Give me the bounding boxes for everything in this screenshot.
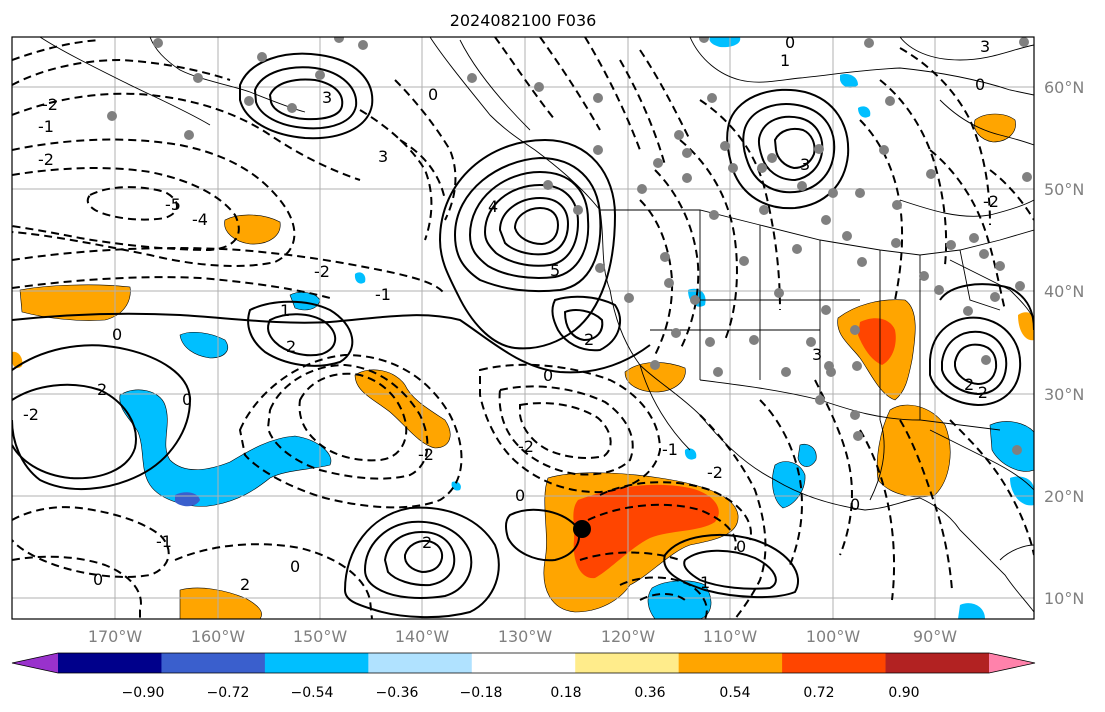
cb-tick-label: −0.90 [122,685,165,701]
colorbar-segment [58,653,162,673]
colorbar-outline [11,652,1036,674]
svg-text:4: 4 [488,197,498,216]
svg-text:3: 3 [812,345,822,364]
colorbar-extend-max [989,653,1035,673]
lon-label-140: 140°W [395,627,450,646]
cb-tick-label: −0.72 [207,685,250,701]
colorbar-segment [471,653,576,673]
svg-text:2: 2 [964,375,974,394]
longitude-labels: 170°W 160°W 150°W 140°W 130°W 120°W 110°… [88,627,957,646]
lon-label-150: 150°W [293,627,348,646]
svg-text:-2: -2 [518,437,534,456]
map-frame [11,36,1035,620]
lat-label-40: 40°N [1044,282,1084,301]
svg-text:-5: -5 [165,195,181,214]
svg-text:3: 3 [322,88,332,107]
colorbar [11,652,1036,674]
storm-marker [573,520,591,538]
svg-text:-1: -1 [662,440,678,459]
colorbar-segment [264,653,369,673]
svg-text:0: 0 [182,390,192,409]
svg-text:0: 0 [93,570,103,589]
svg-text:-1: -1 [375,285,391,304]
svg-text:0: 0 [975,75,985,94]
svg-text:0: 0 [785,33,795,52]
lon-label-120: 120°W [601,627,656,646]
lon-label-90: 90°W [913,627,957,646]
cb-tick-label: −0.18 [460,685,503,701]
svg-text:-2: -2 [983,192,999,211]
colorbar-segment [368,653,473,673]
coastlines [39,37,1034,613]
svg-text:-2: -2 [23,405,39,424]
colorbar-extend-min [12,653,58,673]
svg-text:5: 5 [550,261,560,280]
cb-tick-label: 0.72 [803,685,834,701]
cb-tick-label: 0.18 [550,685,581,701]
contour-labels: 0 2 -2 0 2 1 -5 -4 -2 -1 -2 -1 -2 3 3 5 … [23,33,999,594]
svg-text:2: 2 [240,575,250,594]
lon-label-160: 160°W [191,627,246,646]
svg-text:0: 0 [736,537,746,556]
svg-text:3: 3 [378,147,388,166]
svg-text:0: 0 [112,325,122,344]
svg-text:0: 0 [428,85,438,104]
colorbar-segment [782,653,887,673]
lat-label-30: 30°N [1044,385,1084,404]
colorbar-segment [575,653,680,673]
lat-label-20: 20°N [1044,487,1084,506]
colorbar-segment [161,653,266,673]
lat-label-50: 50°N [1044,180,1084,199]
lon-label-100: 100°W [806,627,861,646]
svg-text:1: 1 [700,573,710,592]
svg-text:3: 3 [800,155,810,174]
svg-text:2: 2 [422,533,432,552]
colorbar-segment [885,653,990,673]
svg-text:-2: -2 [314,262,330,281]
lon-label-110: 110°W [703,627,758,646]
lat-label-60: 60°N [1044,78,1084,97]
lat-label-10: 10°N [1044,589,1084,608]
station-dots [107,37,1032,455]
svg-text:-2: -2 [42,95,58,114]
cb-tick-label: −0.54 [291,685,334,701]
cb-tick-label: −0.36 [376,685,419,701]
map-panel: 0 2 -2 0 2 1 -5 -4 -2 -1 -2 -1 -2 3 3 5 … [11,33,1035,620]
svg-text:0: 0 [543,366,553,385]
svg-text:2: 2 [584,330,594,349]
svg-text:3: 3 [980,37,990,56]
svg-text:0: 0 [290,557,300,576]
svg-text:-2: -2 [707,463,723,482]
cb-tick-label: 0.36 [634,685,665,701]
svg-text:0: 0 [850,495,860,514]
svg-text:-1: -1 [156,532,172,551]
cb-tick-label: 0.54 [719,685,750,701]
figure-title: 2024082100 F036 [450,11,597,30]
svg-text:-2: -2 [38,150,54,169]
svg-text:-4: -4 [192,210,208,229]
svg-text:2: 2 [97,380,107,399]
svg-text:-2: -2 [418,445,434,464]
lon-label-170: 170°W [88,627,143,646]
positive-shading [12,113,1034,619]
svg-text:0: 0 [515,486,525,505]
latitude-labels: 60°N 50°N 40°N 30°N 20°N 10°N [1044,78,1084,608]
svg-text:1: 1 [280,301,290,320]
svg-text:-2: -2 [972,383,988,402]
cb-tick-label: 0.90 [888,685,919,701]
svg-text:2: 2 [286,337,296,356]
colorbar-segment [678,653,783,673]
colorbar-tick-labels: −0.90 −0.72 −0.54 −0.36 −0.18 0.18 0.36 … [122,685,920,701]
svg-text:1: 1 [780,51,790,70]
svg-text:-1: -1 [38,117,54,136]
lon-label-130: 130°W [498,627,553,646]
